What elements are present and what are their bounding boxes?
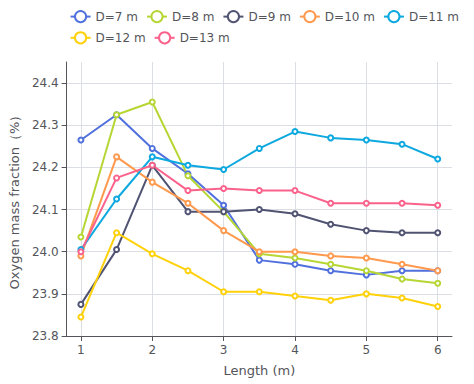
svg-text:4: 4 [291,343,299,357]
svg-text:D=10 m: D=10 m [325,10,375,24]
svg-text:24.2: 24.2 [32,160,59,174]
svg-text:D=9 m: D=9 m [248,10,290,24]
svg-text:24.4: 24.4 [32,76,59,90]
svg-text:D=8 m: D=8 m [172,10,214,24]
svg-text:3: 3 [220,343,228,357]
svg-text:6: 6 [434,343,442,357]
svg-text:24.0: 24.0 [32,245,59,259]
svg-text:24.1: 24.1 [32,203,59,217]
svg-text:D=7 m: D=7 m [96,10,138,24]
svg-text:Oxygen mass fraction（%）: Oxygen mass fraction（%） [7,109,22,290]
svg-text:1: 1 [77,343,85,357]
svg-text:D=13 m: D=13 m [180,31,230,45]
svg-text:2: 2 [148,343,156,357]
svg-text:5: 5 [363,343,371,357]
svg-text:23.9: 23.9 [32,287,59,301]
svg-text:Length (m): Length (m) [223,363,295,378]
svg-text:D=12 m: D=12 m [96,31,146,45]
svg-text:24.3: 24.3 [32,118,59,132]
svg-text:D=11 m: D=11 m [409,10,459,24]
svg-text:23.8: 23.8 [32,329,59,343]
